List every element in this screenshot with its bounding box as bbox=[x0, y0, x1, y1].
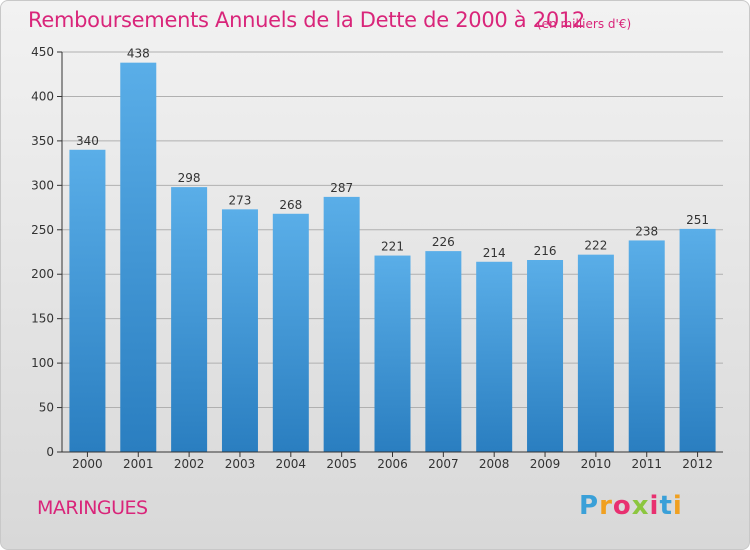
x-tick-label: 2000 bbox=[72, 457, 103, 471]
logo-letter: i bbox=[649, 491, 660, 521]
y-tick-label: 250 bbox=[31, 223, 54, 237]
y-tick-label: 0 bbox=[46, 445, 54, 459]
logo-letter: x bbox=[631, 491, 650, 521]
x-tick-label: 2011 bbox=[631, 457, 662, 471]
y-tick-label: 100 bbox=[31, 356, 54, 370]
x-tick-label: 2005 bbox=[326, 457, 357, 471]
bar-value-label: 298 bbox=[178, 171, 201, 185]
bar bbox=[628, 240, 665, 452]
bar bbox=[425, 251, 462, 452]
x-tick-label: 2004 bbox=[276, 457, 307, 471]
x-tick-label: 2002 bbox=[174, 457, 205, 471]
commune-name: MARINGUES bbox=[37, 497, 148, 519]
bar-value-label: 273 bbox=[229, 193, 252, 207]
y-tick-label: 50 bbox=[39, 401, 54, 415]
x-tick-label: 2006 bbox=[377, 457, 408, 471]
bar-value-label: 214 bbox=[483, 246, 506, 260]
y-tick-label: 300 bbox=[31, 178, 54, 192]
y-tick-label: 450 bbox=[31, 45, 54, 59]
bar-value-label: 251 bbox=[686, 213, 709, 227]
bar bbox=[577, 254, 614, 452]
y-tick-label: 350 bbox=[31, 134, 54, 148]
bar-value-label: 238 bbox=[635, 224, 658, 238]
logo-letter: P bbox=[579, 491, 600, 521]
x-tick-label: 2009 bbox=[530, 457, 561, 471]
bar-value-label: 268 bbox=[279, 198, 302, 212]
logo-letter: i bbox=[672, 491, 683, 521]
bar bbox=[527, 260, 564, 452]
bar bbox=[323, 196, 360, 452]
bar bbox=[120, 62, 157, 453]
logo-letter: r bbox=[599, 491, 613, 521]
bar bbox=[679, 228, 716, 452]
x-tick-label: 2003 bbox=[225, 457, 256, 471]
x-tick-label: 2008 bbox=[479, 457, 510, 471]
bar bbox=[69, 149, 106, 452]
x-tick-label: 2001 bbox=[123, 457, 154, 471]
bar-value-label: 221 bbox=[381, 240, 404, 254]
bar-value-label: 438 bbox=[127, 47, 150, 61]
chart-subtitle: (en milliers d'€) bbox=[537, 17, 632, 31]
y-tick-label: 400 bbox=[31, 89, 54, 103]
x-tick-label: 2012 bbox=[682, 457, 713, 471]
proxiti-logo: Proxiti bbox=[579, 491, 683, 521]
bar-value-label: 216 bbox=[534, 244, 557, 258]
chart-title: Remboursements Annuels de la Dette de 20… bbox=[28, 8, 585, 32]
bar bbox=[374, 255, 411, 452]
y-tick-label: 200 bbox=[31, 267, 54, 281]
logo-letter: o bbox=[612, 491, 632, 521]
bar bbox=[221, 209, 258, 452]
x-tick-label: 2007 bbox=[428, 457, 459, 471]
bar bbox=[171, 187, 208, 452]
bar bbox=[476, 261, 513, 452]
bar-value-label: 287 bbox=[330, 181, 353, 195]
bar-value-label: 222 bbox=[584, 239, 607, 253]
x-tick-label: 2010 bbox=[581, 457, 612, 471]
bar-value-label: 340 bbox=[76, 134, 99, 148]
y-tick-label: 150 bbox=[31, 312, 54, 326]
logo-letter: t bbox=[659, 491, 673, 521]
bar-value-label: 226 bbox=[432, 235, 455, 249]
bar bbox=[272, 213, 309, 452]
